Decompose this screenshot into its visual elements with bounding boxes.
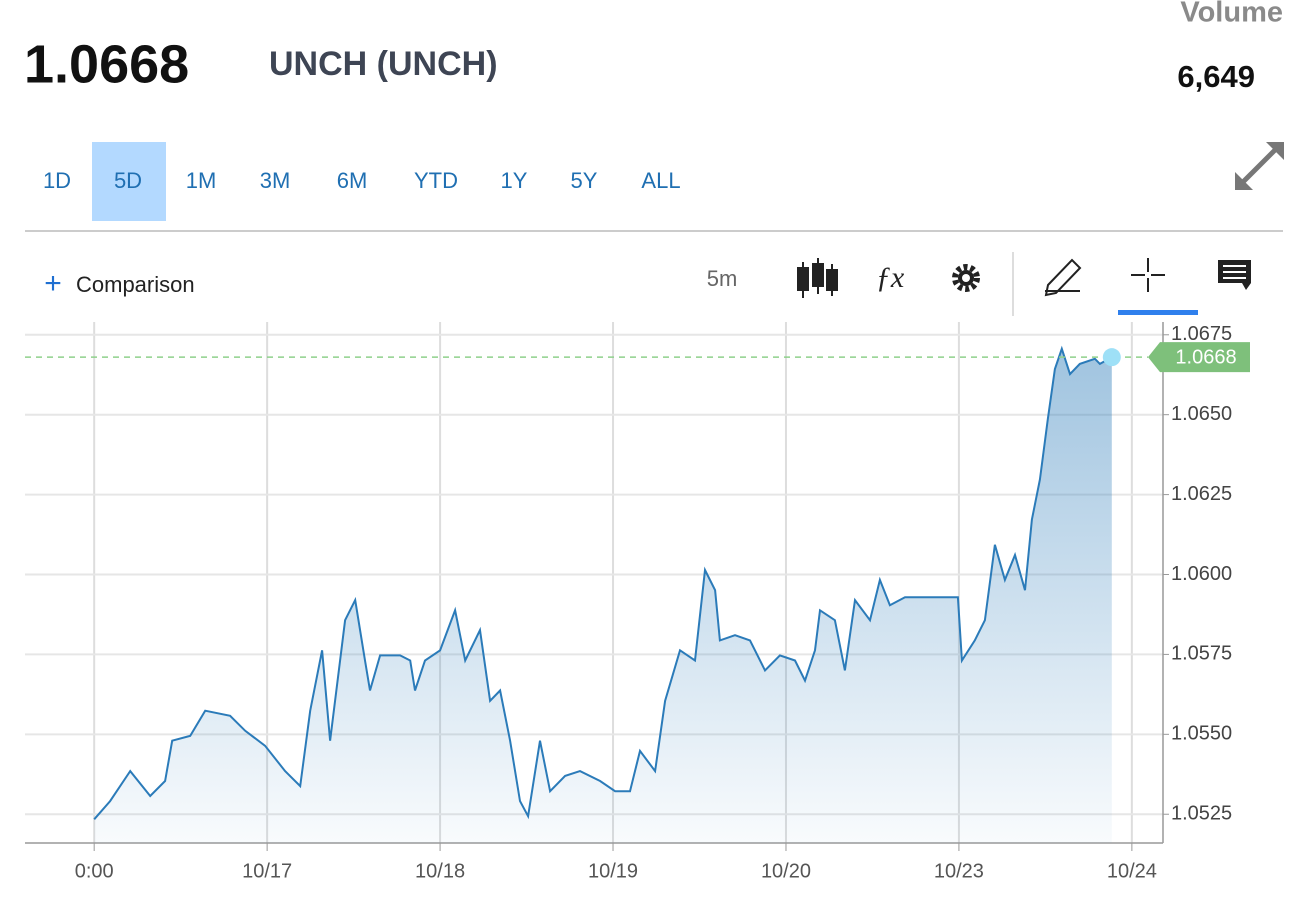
volume-value: 6,649 — [1177, 59, 1255, 94]
range-tab[interactable]: 1Y — [501, 168, 528, 193]
expand-icon[interactable] — [1235, 142, 1284, 190]
chart: 0:00 10/17 10/18 10/19 10/20 10/23 10/24 1.0525… — [25, 322, 1250, 882]
x-tick-label: 10/17 — [242, 860, 292, 882]
comparison-label: Comparison — [76, 272, 195, 297]
indicator-icon[interactable]: ƒx — [876, 261, 905, 294]
settings-icon[interactable] — [952, 264, 980, 292]
range-tab[interactable]: 5Y — [571, 168, 598, 193]
y-tick-label: 1.0650 — [1171, 403, 1232, 425]
crosshair-icon[interactable] — [1131, 258, 1165, 292]
y-tick-label: 1.0625 — [1171, 483, 1232, 505]
y-tick-label: 1.0600 — [1171, 563, 1232, 585]
range-tab[interactable]: ALL — [641, 168, 680, 193]
interval[interactable]: 5m — [707, 266, 738, 291]
range-tab[interactable]: 1M — [186, 168, 217, 193]
active-tool-underline — [1118, 310, 1198, 315]
range-tabs: 1D 5D 1M 3M 6M YTD 1Y 5Y ALL — [43, 142, 681, 221]
last-point — [1102, 348, 1121, 367]
y-tick-label: 1.0575 — [1171, 643, 1232, 665]
price-tag-label: 1.0668 — [1175, 346, 1236, 368]
price: 1.0668 — [24, 34, 189, 94]
candle-icon[interactable] — [797, 258, 838, 298]
x-tick-label: 10/20 — [761, 860, 811, 882]
active-tab-bg — [92, 142, 166, 221]
x-tick-label: 10/19 — [588, 860, 638, 882]
range-tab[interactable]: 1D — [43, 168, 71, 193]
price-tag — [1148, 342, 1250, 373]
comparison-button[interactable]: + Comparison — [44, 267, 194, 300]
y-tick-label: 1.0675 — [1171, 323, 1232, 345]
price-line — [93, 345, 1113, 820]
range-tab[interactable]: YTD — [414, 168, 458, 193]
instrument-name: UNCH (UNCH) — [269, 45, 498, 83]
comment-icon[interactable] — [1218, 260, 1251, 290]
range-tab[interactable]: 3M — [260, 168, 291, 193]
area — [94, 348, 1112, 843]
draw-icon[interactable] — [1044, 258, 1082, 297]
range-tab[interactable]: 5D — [114, 168, 142, 193]
x-tick-label: 10/23 — [934, 860, 984, 882]
range-tab[interactable]: 6M — [337, 168, 368, 193]
plus-icon: + — [44, 267, 62, 300]
volume-label: Volume — [1180, 0, 1283, 29]
x-tick-label: 0:00 — [75, 860, 114, 882]
y-tick-label: 1.0525 — [1171, 803, 1232, 825]
x-tick-label: 10/24 — [1107, 860, 1157, 882]
x-tick-label: 10/18 — [415, 860, 465, 882]
y-tick-label: 1.0550 — [1171, 723, 1232, 745]
